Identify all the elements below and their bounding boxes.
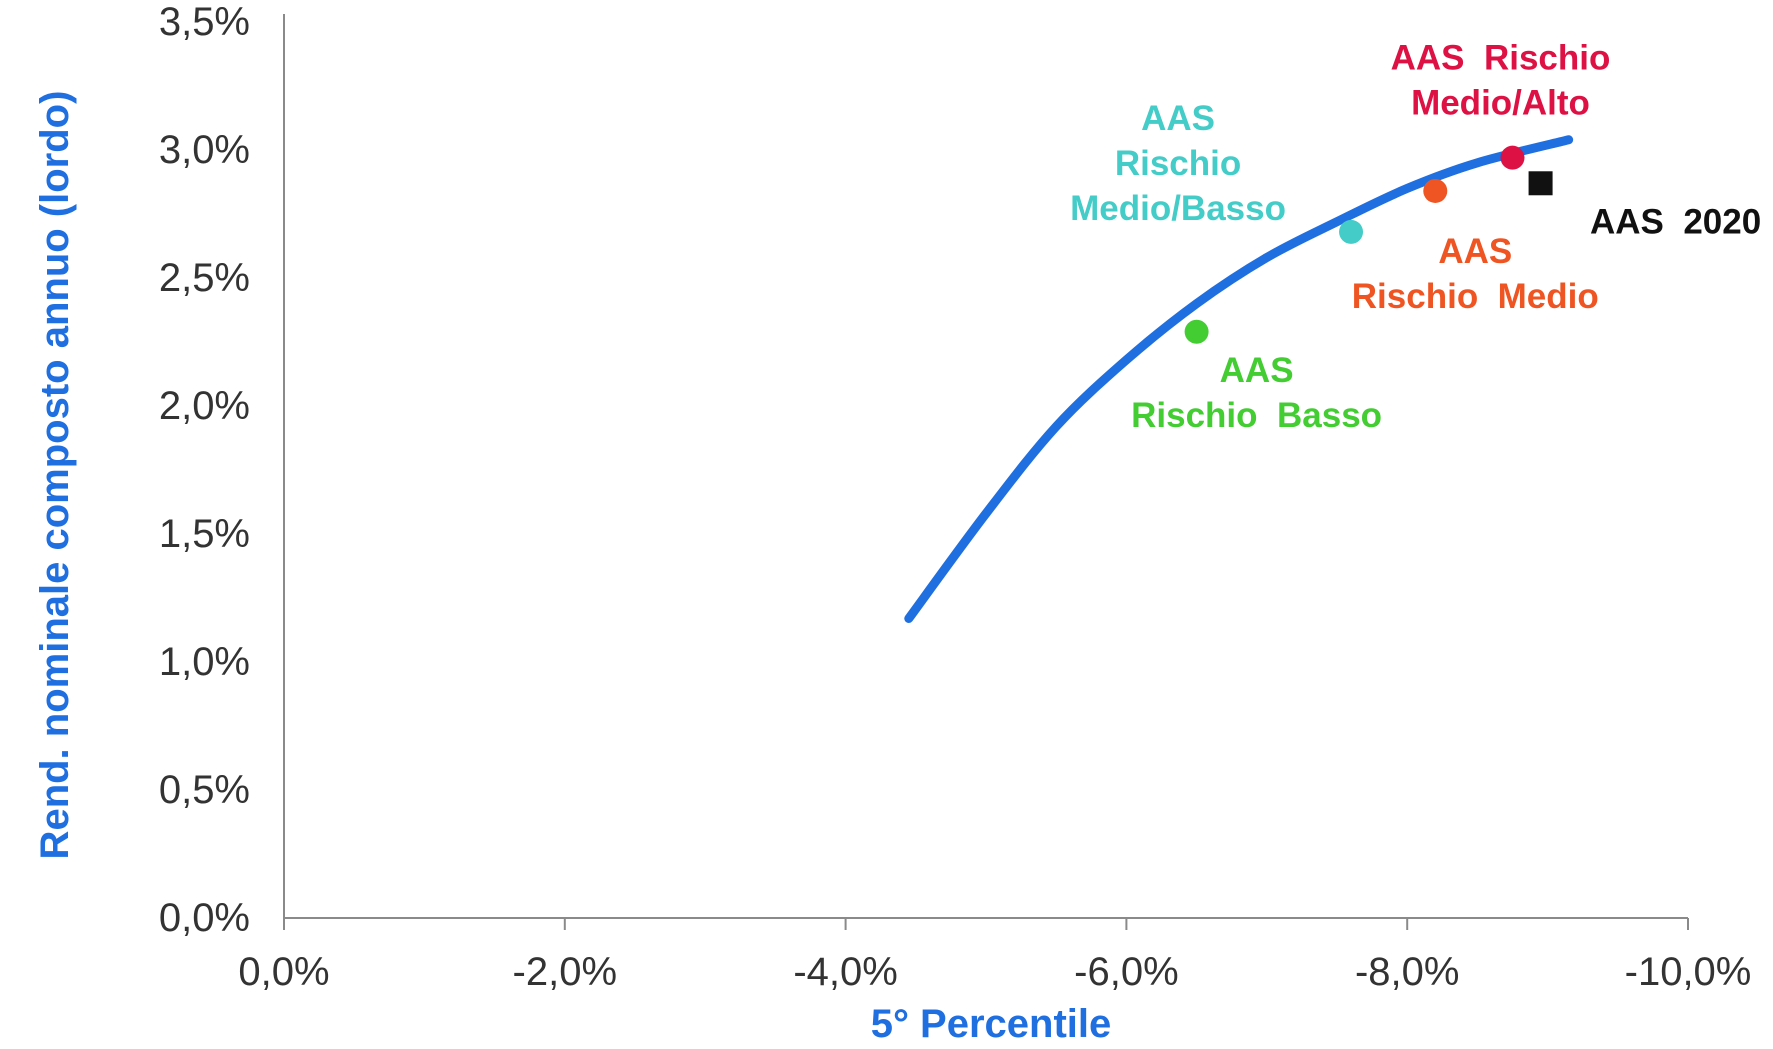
y-tick-label: 0,0% xyxy=(159,896,250,940)
point-aas-rischio-medio xyxy=(1423,178,1448,203)
point-aas-rischio-basso xyxy=(1184,319,1209,344)
y-tick-label: 0,5% xyxy=(159,768,250,812)
y-tick-label: 1,0% xyxy=(159,640,250,684)
label-aas-rischio-medio: AAS Rischio Medio xyxy=(1352,232,1599,316)
label-line: AAS xyxy=(1438,232,1512,271)
label-aas-rischio-medio-basso: AAS Rischio Medio/Basso xyxy=(1070,99,1286,228)
label-line: AAS xyxy=(1220,351,1294,390)
y-tick-label: 2,0% xyxy=(159,384,250,428)
data-points xyxy=(1184,145,1553,344)
label-line: Rischio Medio xyxy=(1352,277,1599,316)
y-tick-label: 3,0% xyxy=(159,128,250,172)
axes xyxy=(283,14,1688,919)
y-tick-label: 1,5% xyxy=(159,512,250,556)
efficient-frontier-line xyxy=(904,135,1574,623)
y-tick-label: 2,5% xyxy=(159,256,250,300)
x-tick-label: -2,0% xyxy=(513,950,618,994)
label-aas-rischio-basso: AAS Rischio Basso xyxy=(1131,351,1382,435)
ticks: 0,0% -2,0% -4,0% -6,0% -8,0% -10,0% 0,0% 0,5% 1,… xyxy=(159,0,1752,994)
label-aas-2020: AAS 2020 xyxy=(1590,202,1761,241)
y-tick-label: 3,5% xyxy=(159,0,250,44)
label-line: AAS Rischio xyxy=(1391,39,1611,78)
point-aas-rischio-medio-basso xyxy=(1339,219,1364,244)
label-aas-rischio-medio-alto: AAS Rischio Medio/Alto xyxy=(1391,39,1611,123)
x-tick-label: 0,0% xyxy=(238,950,329,994)
x-tick-label: -8,0% xyxy=(1355,950,1460,994)
x-tick-label: -6,0% xyxy=(1074,950,1179,994)
x-tick-label: -10,0% xyxy=(1625,950,1752,994)
label-line: AAS 2020 xyxy=(1590,202,1761,241)
x-axis-title: 5° Percentile xyxy=(871,1002,1112,1046)
label-line: AAS xyxy=(1141,99,1215,138)
label-line: Rischio Basso xyxy=(1131,396,1382,435)
label-line: Medio/Basso xyxy=(1070,189,1286,228)
point-aas-rischio-medio-alto xyxy=(1500,145,1525,170)
label-line: Medio/Alto xyxy=(1411,84,1590,123)
y-axis-title: Rend. nominale composto annuo (lordo) xyxy=(33,91,77,860)
label-line: Rischio xyxy=(1115,144,1241,183)
point-aas-2020 xyxy=(1528,171,1553,196)
x-tick-label: -4,0% xyxy=(793,950,898,994)
